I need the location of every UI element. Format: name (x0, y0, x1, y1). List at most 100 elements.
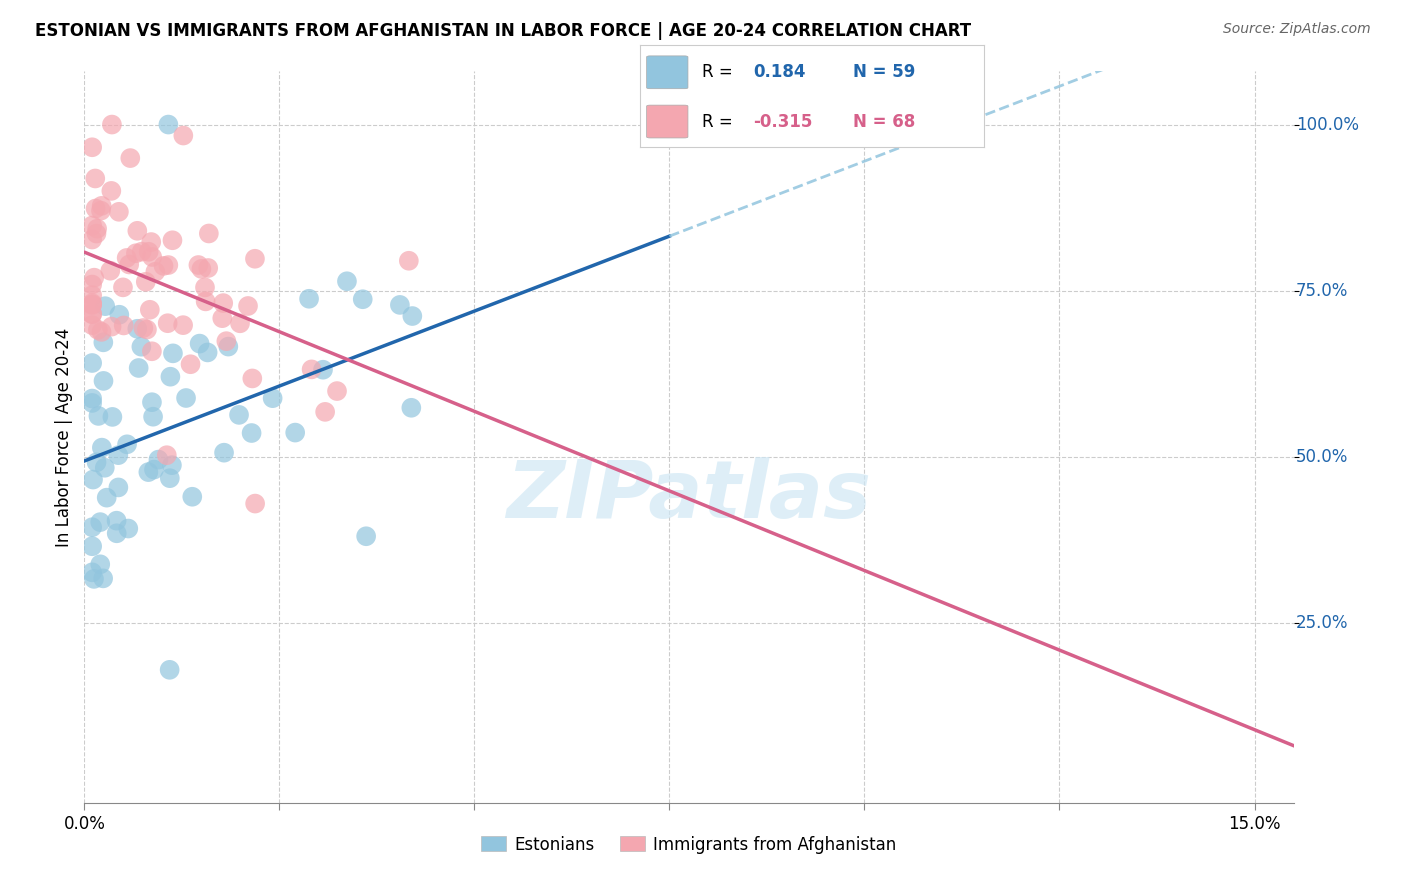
Point (90, 441, 112, 455)
Point (132, 321, 155, 335)
Point (135, 275, 157, 289)
Point (159, 471, 181, 485)
Point (198, 227, 221, 241)
Point (127, 224, 149, 238)
Point (336, 274, 359, 288)
Point (86, 221, 108, 235)
Point (93, 374, 115, 388)
Point (174, 391, 197, 405)
Point (82, 307, 104, 321)
Point (172, 318, 194, 333)
Point (156, 316, 179, 330)
Point (87, 409, 110, 423)
FancyBboxPatch shape (647, 105, 688, 138)
Point (156, 448, 179, 462)
Point (82, 396, 104, 410)
Point (142, 409, 165, 424)
Point (188, 336, 211, 351)
Point (91, 335, 114, 350)
Text: ZIPatlas: ZIPatlas (506, 457, 872, 534)
Point (401, 401, 423, 415)
Point (197, 260, 219, 275)
Point (141, 250, 163, 264)
Point (120, 151, 142, 165)
Text: R =: R = (702, 112, 733, 130)
Point (96, 491, 118, 505)
Text: R =: R = (702, 63, 733, 81)
Point (301, 362, 323, 376)
Point (87, 323, 110, 337)
Point (125, 246, 148, 260)
Point (194, 280, 217, 294)
Point (101, 118, 124, 132)
Point (243, 497, 266, 511)
Point (82, 318, 104, 332)
Point (105, 526, 128, 541)
Point (212, 296, 235, 310)
Text: ESTONIAN VS IMMIGRANTS FROM AFGHANISTAN IN LABOR FORCE | AGE 20-24 CORRELATION C: ESTONIAN VS IMMIGRANTS FROM AFGHANISTAN … (35, 22, 972, 40)
Point (211, 311, 233, 326)
Text: 75.0%: 75.0% (1296, 282, 1348, 300)
Point (131, 340, 153, 354)
Point (108, 204, 131, 219)
Point (159, 369, 181, 384)
Point (107, 480, 129, 494)
Point (82, 307, 104, 321)
Point (117, 522, 139, 536)
Point (115, 437, 138, 451)
Point (136, 322, 159, 336)
Point (157, 258, 180, 272)
Point (148, 452, 170, 467)
Point (352, 292, 374, 306)
Point (162, 233, 184, 247)
Text: 25.0%: 25.0% (1296, 615, 1348, 632)
Legend: Estonians, Immigrants from Afghanistan: Estonians, Immigrants from Afghanistan (475, 829, 903, 860)
Point (190, 261, 212, 276)
Point (82, 140, 104, 154)
Point (82, 296, 104, 310)
Point (236, 299, 259, 313)
Text: N = 68: N = 68 (853, 112, 915, 130)
Point (112, 318, 135, 333)
Point (138, 244, 160, 259)
Point (160, 458, 183, 472)
Point (90, 203, 112, 218)
Point (111, 280, 134, 294)
Point (89, 515, 111, 529)
Point (82, 297, 104, 311)
Point (217, 340, 239, 354)
Point (82, 219, 104, 233)
Text: -0.315: -0.315 (754, 112, 813, 130)
Point (194, 294, 217, 309)
Point (84, 202, 107, 216)
Point (215, 334, 238, 348)
Text: 50.0%: 50.0% (1296, 448, 1348, 466)
Point (82, 392, 104, 406)
Point (138, 465, 160, 479)
Point (90, 325, 112, 339)
Point (159, 663, 181, 677)
Point (284, 425, 307, 440)
Point (82, 520, 104, 534)
Point (298, 292, 321, 306)
Point (82, 277, 104, 292)
Point (157, 118, 180, 132)
Point (108, 308, 131, 322)
Point (105, 514, 128, 528)
Point (82, 356, 104, 370)
Point (243, 252, 266, 266)
Point (228, 408, 250, 422)
Point (86, 227, 108, 241)
Point (82, 288, 104, 302)
Point (229, 316, 252, 330)
Point (152, 259, 174, 273)
Point (240, 371, 263, 385)
Point (100, 184, 122, 198)
Point (91, 571, 114, 585)
Point (240, 425, 263, 440)
Text: 100.0%: 100.0% (1296, 116, 1360, 134)
Point (82, 473, 104, 487)
Point (212, 445, 235, 459)
Point (82, 539, 104, 553)
Y-axis label: In Labor Force | Age 20-24: In Labor Force | Age 20-24 (55, 327, 73, 547)
